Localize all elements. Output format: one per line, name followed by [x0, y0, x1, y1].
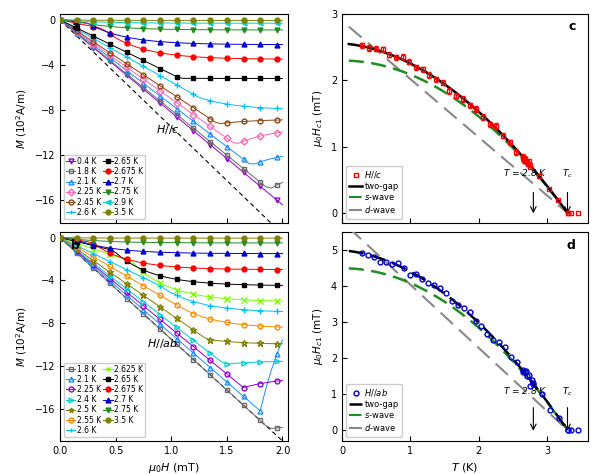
Text: $T$ = 2.8 K: $T$ = 2.8 K: [503, 167, 547, 178]
Y-axis label: $M$ ($10^2$A/m): $M$ ($10^2$A/m): [14, 88, 29, 149]
Text: a: a: [71, 20, 80, 34]
X-axis label: $\mu_0H$ (mT): $\mu_0H$ (mT): [148, 461, 200, 474]
Text: $H$$//$$c$: $H$$//$$c$: [156, 123, 179, 136]
Text: $T$ = 2.8 K: $T$ = 2.8 K: [503, 385, 547, 396]
Text: c: c: [568, 20, 576, 34]
Y-axis label: $\mu_0H_{c1}$ (mT): $\mu_0H_{c1}$ (mT): [311, 90, 325, 147]
Text: $T_c$: $T_c$: [562, 385, 573, 398]
Text: b: b: [71, 238, 80, 252]
Legend: $H//c$, two-gap, $s$-wave, $d$-wave: $H//c$, two-gap, $s$-wave, $d$-wave: [346, 166, 402, 219]
Legend: $H//ab$, two-gap, $s$-wave, $d$-wave: $H//ab$, two-gap, $s$-wave, $d$-wave: [346, 384, 402, 437]
Y-axis label: $M$ ($10^2$A/m): $M$ ($10^2$A/m): [14, 306, 29, 367]
Text: d: d: [567, 238, 576, 252]
Y-axis label: $\mu_0H_{c1}$ (mT): $\mu_0H_{c1}$ (mT): [311, 308, 325, 365]
Legend: 1.8 K, 2.1 K, 2.25 K, 2.4 K, 2.5 K, 2.55 K, 2.6 K, 2.625 K, 2.65 K, 2.675 K, 2.7: 1.8 K, 2.1 K, 2.25 K, 2.4 K, 2.5 K, 2.55…: [64, 363, 145, 437]
Text: $T_c$: $T_c$: [562, 167, 573, 180]
Legend: 0.4 K, 1.8 K, 2.1 K, 2.25 K, 2.45 K, 2.6 K, 2.65 K, 2.675 K, 2.7 K, 2.75 K, 2.9 : 0.4 K, 1.8 K, 2.1 K, 2.25 K, 2.45 K, 2.6…: [64, 155, 145, 219]
Text: $H$$//$$ab$: $H$$//$$ab$: [146, 337, 178, 350]
X-axis label: $T$ (K): $T$ (K): [451, 461, 479, 474]
